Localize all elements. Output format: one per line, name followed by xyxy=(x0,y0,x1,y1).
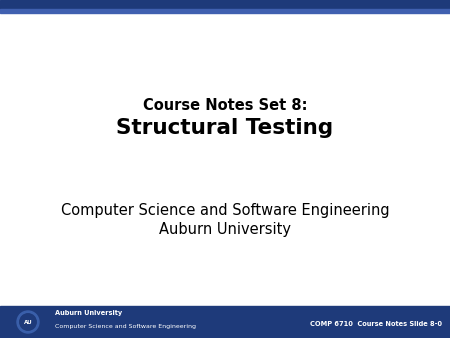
Bar xyxy=(0,306,450,338)
Text: Auburn University: Auburn University xyxy=(159,222,291,237)
Text: Course Notes Set 8:: Course Notes Set 8: xyxy=(143,98,307,113)
Circle shape xyxy=(17,311,39,333)
Text: Computer Science and Software Engineering: Computer Science and Software Engineerin… xyxy=(61,203,389,218)
Bar xyxy=(0,0,450,9)
Circle shape xyxy=(20,314,36,330)
Bar xyxy=(0,9,450,13)
Text: Computer Science and Software Engineering: Computer Science and Software Engineerin… xyxy=(55,324,196,329)
Text: Auburn University: Auburn University xyxy=(55,310,122,316)
Text: COMP 6710  Course Notes Slide 8-0: COMP 6710 Course Notes Slide 8-0 xyxy=(310,321,442,327)
Text: Structural Testing: Structural Testing xyxy=(117,118,333,138)
Text: AU: AU xyxy=(24,319,32,324)
